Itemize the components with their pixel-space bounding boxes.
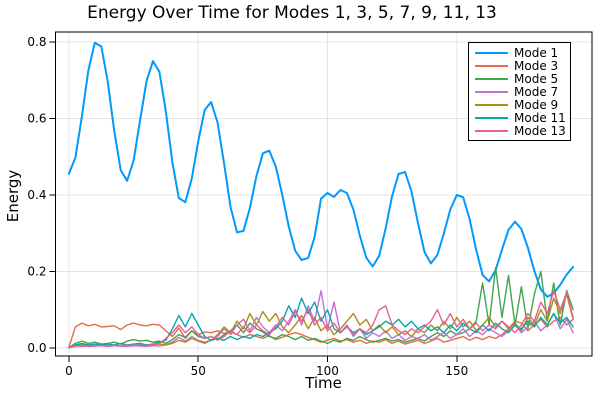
legend-entry-mode-13: Mode 13 bbox=[475, 125, 570, 137]
legend-line-swatch bbox=[475, 90, 508, 93]
series-line-mode-13 bbox=[68, 289, 574, 349]
series-line-mode-5 bbox=[68, 266, 574, 349]
legend-label: Mode 3 bbox=[514, 58, 559, 73]
legend-label: Mode 7 bbox=[514, 84, 559, 99]
legend-line-swatch bbox=[475, 77, 508, 80]
y-tick-label: 0.2 bbox=[27, 264, 46, 278]
x-tick-label: 50 bbox=[191, 364, 206, 378]
series-line-mode-3 bbox=[68, 316, 574, 348]
plot-frame bbox=[55, 31, 593, 357]
x-tick-label: 0 bbox=[65, 364, 73, 378]
legend-label: Mode 1 bbox=[514, 45, 559, 60]
legend-entry-mode-3: Mode 3 bbox=[475, 60, 570, 72]
legend-entry-mode-5: Mode 5 bbox=[475, 73, 570, 85]
legend-label: Mode 11 bbox=[514, 110, 566, 125]
y-tick-label: 0.6 bbox=[27, 111, 46, 125]
chart-title: Energy Over Time for Modes 1, 3, 5, 7, 9… bbox=[87, 3, 497, 23]
y-axis-label: Energy bbox=[4, 169, 22, 223]
legend-label: Mode 5 bbox=[514, 71, 559, 86]
legend-line-swatch bbox=[475, 129, 508, 132]
legend-line-swatch bbox=[475, 116, 508, 119]
legend-entry-mode-1: Mode 1 bbox=[475, 47, 570, 59]
y-tick-label: 0.8 bbox=[27, 35, 46, 49]
legend-entry-mode-9: Mode 9 bbox=[475, 99, 570, 111]
legend-label: Mode 9 bbox=[514, 97, 559, 112]
x-tick-label: 100 bbox=[316, 364, 339, 378]
legend-label: Mode 13 bbox=[514, 123, 566, 138]
x-tick-label: 150 bbox=[445, 364, 468, 378]
legend-line-swatch bbox=[475, 51, 508, 54]
y-tick-label: 0.0 bbox=[27, 341, 46, 355]
y-tick-label: 0.4 bbox=[27, 188, 46, 202]
legend-box: Mode 1 Mode 3 Mode 5 Mode 7 Mode 9 Mode 11 Mod… bbox=[468, 42, 571, 141]
x-axis-label: Time bbox=[305, 374, 342, 392]
series-line-mode-9 bbox=[68, 293, 574, 349]
legend-line-swatch bbox=[475, 64, 508, 67]
legend-entry-mode-11: Mode 11 bbox=[475, 112, 570, 124]
series-line-mode-1 bbox=[67, 41, 575, 298]
legend-line-swatch bbox=[475, 103, 508, 106]
series-line-mode-7 bbox=[68, 289, 574, 349]
legend-entry-mode-7: Mode 7 bbox=[475, 86, 570, 98]
